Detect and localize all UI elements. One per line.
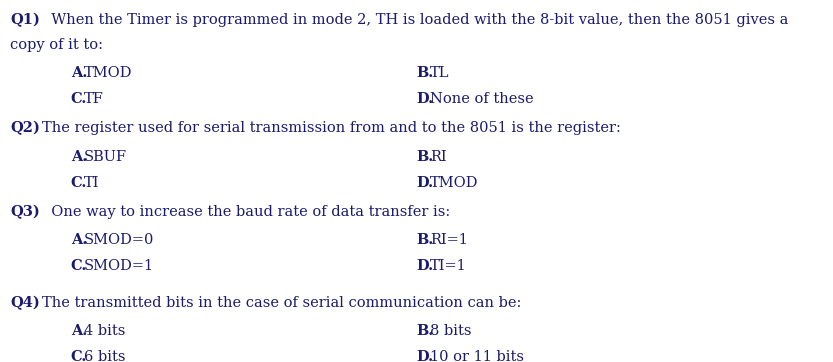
Text: When the Timer is programmed in mode 2, TH is loaded with the 8-bit value, then : When the Timer is programmed in mode 2, … (42, 13, 788, 27)
Text: RI=1: RI=1 (430, 233, 467, 247)
Text: TI=1: TI=1 (430, 259, 466, 273)
Text: B.: B. (416, 66, 434, 80)
Text: TL: TL (430, 66, 449, 80)
Text: Q3): Q3) (10, 205, 40, 219)
Text: 10 or 11 bits: 10 or 11 bits (430, 350, 524, 362)
Text: C.: C. (71, 350, 87, 362)
Text: RI: RI (430, 150, 446, 164)
Text: D.: D. (416, 259, 434, 273)
Text: 4 bits: 4 bits (84, 324, 126, 338)
Text: One way to increase the baud rate of data transfer is:: One way to increase the baud rate of dat… (42, 205, 450, 219)
Text: SBUF: SBUF (84, 150, 127, 164)
Text: D.: D. (416, 92, 434, 106)
Text: D.: D. (416, 176, 434, 190)
Text: Q4): Q4) (10, 296, 40, 310)
Text: 6 bits: 6 bits (84, 350, 126, 362)
Text: A.: A. (71, 233, 87, 247)
Text: A.: A. (71, 150, 87, 164)
Text: 8 bits: 8 bits (430, 324, 471, 338)
Text: Q2): Q2) (10, 121, 40, 135)
Text: The register used for serial transmission from and to the 8051 is the register:: The register used for serial transmissio… (42, 121, 621, 135)
Text: The transmitted bits in the case of serial communication can be:: The transmitted bits in the case of seri… (42, 296, 521, 310)
Text: C.: C. (71, 176, 87, 190)
Text: A.: A. (71, 324, 87, 338)
Text: B.: B. (416, 324, 434, 338)
Text: Q1): Q1) (10, 13, 40, 27)
Text: SMOD=1: SMOD=1 (84, 259, 154, 273)
Text: TF: TF (84, 92, 104, 106)
Text: C.: C. (71, 92, 87, 106)
Text: A.: A. (71, 66, 87, 80)
Text: TMOD: TMOD (84, 66, 132, 80)
Text: D.: D. (416, 350, 434, 362)
Text: B.: B. (416, 233, 434, 247)
Text: B.: B. (416, 150, 434, 164)
Text: C.: C. (71, 259, 87, 273)
Text: TI: TI (84, 176, 100, 190)
Text: SMOD=0: SMOD=0 (84, 233, 154, 247)
Text: copy of it to:: copy of it to: (10, 38, 103, 52)
Text: None of these: None of these (430, 92, 533, 106)
Text: TMOD: TMOD (430, 176, 478, 190)
